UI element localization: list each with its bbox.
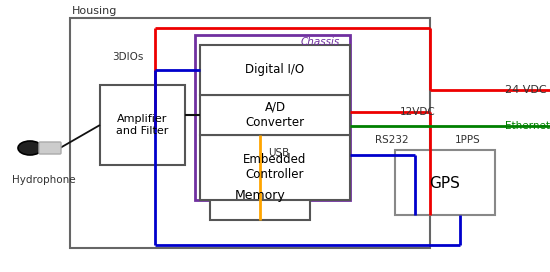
- Text: Amplifier
and Filter: Amplifier and Filter: [116, 114, 168, 136]
- Text: USB: USB: [268, 148, 289, 158]
- Text: Digital I/O: Digital I/O: [245, 63, 305, 76]
- Bar: [200, 95, 350, 135]
- Bar: [195, 35, 350, 200]
- Text: GPS: GPS: [430, 175, 460, 190]
- Text: 12VDC: 12VDC: [400, 107, 436, 117]
- Bar: [210, 170, 310, 220]
- Text: Hydrophone: Hydrophone: [12, 175, 76, 185]
- Text: Housing: Housing: [72, 6, 117, 16]
- Text: Ethernet: Ethernet: [505, 121, 550, 131]
- Text: Chassis: Chassis: [301, 37, 340, 47]
- FancyBboxPatch shape: [39, 142, 61, 154]
- Bar: [70, 18, 430, 248]
- Text: Embedded
Controller: Embedded Controller: [243, 153, 307, 181]
- Text: RS232: RS232: [375, 135, 409, 145]
- Text: A/D
Converter: A/D Converter: [245, 101, 305, 129]
- Text: 1PPS: 1PPS: [455, 135, 481, 145]
- Text: 3DIOs: 3DIOs: [112, 52, 144, 62]
- Text: Memory: Memory: [235, 188, 285, 202]
- Ellipse shape: [18, 141, 42, 155]
- Bar: [200, 45, 350, 95]
- Bar: [100, 85, 185, 165]
- Bar: [395, 150, 495, 215]
- Text: 24 VDC: 24 VDC: [505, 85, 547, 95]
- Bar: [200, 135, 350, 200]
